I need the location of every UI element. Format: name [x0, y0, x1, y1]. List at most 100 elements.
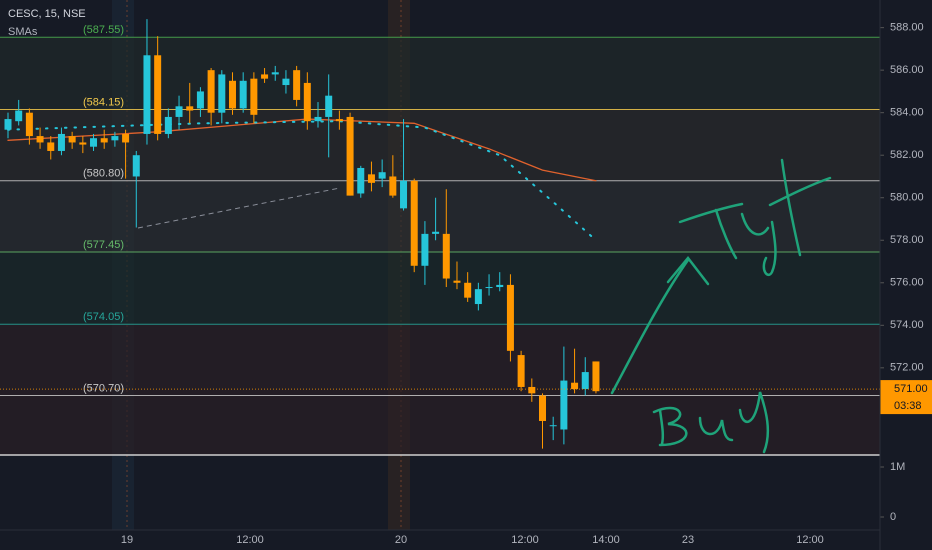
level-fill	[0, 251, 880, 325]
tgt-stroke	[678, 202, 744, 224]
y-tick-label: 582.00	[890, 149, 924, 161]
candle-body	[432, 231, 440, 234]
arrow-head	[666, 256, 710, 286]
candle-body	[335, 119, 343, 122]
sma-line	[7, 120, 597, 242]
indicator-name: SMAs	[8, 26, 38, 38]
fib-label: (574.05)	[83, 311, 124, 323]
candle-body	[57, 133, 65, 151]
y-tick-label: 586.00	[890, 64, 924, 76]
candle-body	[132, 155, 140, 177]
vol-tick-label: 1M	[890, 461, 905, 473]
tgt-stroke	[714, 208, 738, 260]
fib-label: (587.55)	[83, 24, 124, 36]
candle-body	[79, 142, 87, 145]
x-tick-label: 14:00	[592, 534, 620, 546]
candle-body	[25, 112, 33, 137]
candle-body	[175, 106, 183, 117]
candle-body	[303, 82, 311, 122]
candle-body	[154, 55, 162, 134]
candle-body	[218, 74, 226, 113]
symbol-title: CESC, 15, NSE	[8, 8, 86, 20]
arrow	[610, 258, 690, 395]
candle-body	[389, 176, 397, 196]
level-fill	[0, 37, 880, 110]
candle-body	[517, 355, 525, 387]
candle-body	[282, 78, 290, 86]
last-price-label: 571.00	[894, 383, 928, 395]
candle-body	[474, 289, 482, 305]
candle-body	[346, 116, 354, 196]
candle-body	[68, 136, 76, 143]
candle-body	[453, 280, 461, 283]
x-tick-label: 23	[682, 534, 694, 546]
candle-body	[421, 233, 429, 266]
buy-stroke	[652, 406, 688, 447]
candle-body	[496, 284, 504, 288]
candle-body	[442, 233, 450, 279]
candle-body	[47, 142, 55, 151]
y-tick-label: 574.00	[890, 319, 924, 331]
candle-body	[506, 284, 514, 351]
drawing-line	[137, 187, 341, 229]
candle-body	[357, 167, 365, 194]
candle-body	[15, 110, 23, 122]
candle-body	[378, 172, 386, 179]
candle-body	[314, 116, 322, 122]
candle-body	[560, 380, 568, 430]
level-fill	[0, 395, 880, 455]
x-tick-label: 20	[395, 534, 407, 546]
y-tick-label: 584.00	[890, 107, 924, 119]
fib-label: (584.15)	[83, 96, 124, 108]
level-fill	[0, 109, 880, 181]
candle-body	[325, 95, 333, 117]
candle-body	[464, 282, 472, 298]
x-tick-label: 12:00	[236, 534, 264, 546]
buy-stroke	[698, 416, 734, 442]
candle-body	[271, 72, 279, 75]
candle-body	[367, 174, 375, 183]
candle-body	[207, 70, 215, 113]
y-tick-label: 580.00	[890, 192, 924, 204]
candle-body	[581, 372, 589, 390]
candle-body	[410, 180, 418, 266]
y-tick-label: 572.00	[890, 362, 924, 374]
tgt-stroke	[768, 158, 832, 257]
vol-tick-label: 0	[890, 511, 896, 523]
candle-body	[571, 382, 579, 390]
y-tick-label: 588.00	[890, 22, 924, 34]
x-tick-label: 12:00	[796, 534, 824, 546]
candle-body	[539, 395, 546, 421]
level-fill	[0, 180, 880, 252]
candle-body	[400, 180, 408, 209]
candle-body	[239, 80, 247, 109]
candle-body	[111, 136, 119, 141]
candle-body	[549, 425, 557, 427]
candle-body	[528, 386, 536, 394]
level-fill	[0, 324, 880, 396]
handwriting	[610, 158, 832, 454]
candle-body	[36, 136, 44, 143]
buy-stroke	[738, 391, 770, 454]
fib-label: (580.80)	[83, 168, 124, 180]
candle-body	[186, 106, 194, 111]
fib-label: (577.45)	[83, 239, 124, 251]
candle-body	[293, 70, 301, 100]
candle-body	[122, 133, 130, 143]
x-tick-label: 12:00	[511, 534, 539, 546]
last-price-box	[880, 380, 932, 415]
y-tick-label: 578.00	[890, 234, 924, 246]
candle-body	[90, 138, 98, 147]
candle-body	[250, 78, 258, 115]
candle-body	[164, 116, 172, 134]
candle-body	[228, 80, 236, 109]
candle-body	[485, 287, 493, 289]
candle-body	[4, 119, 12, 130]
candle-body	[261, 74, 269, 79]
y-tick-label: 576.00	[890, 277, 924, 289]
x-tick-label: 19	[121, 534, 133, 546]
candle-body	[196, 91, 204, 109]
countdown-label: 03:38	[894, 400, 922, 412]
candle-body	[592, 361, 600, 392]
